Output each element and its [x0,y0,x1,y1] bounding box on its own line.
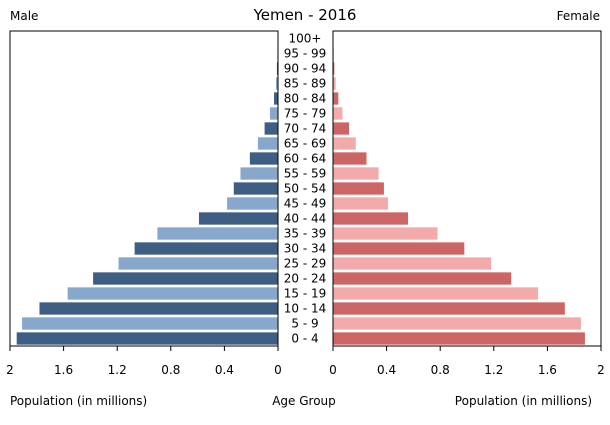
male-x-tick-label: 0.8 [161,363,180,377]
age-group-label: 40 - 44 [284,212,327,226]
male-bar [16,332,278,345]
male-bar [240,167,278,180]
male-bar [93,272,278,285]
age-group-label: 45 - 49 [284,197,327,211]
male-label: Male [10,9,38,23]
male-x-axis-ticks: 2 1.6 1.2 0.8 0.4 0 [6,346,282,377]
female-bar [333,287,539,300]
male-bar [39,302,279,315]
female-x-tick-label: 2 [597,363,605,377]
female-x-tick-label: 0.8 [431,363,450,377]
age-group-label: 60 - 64 [284,152,327,166]
age-group-label: 25 - 29 [284,257,327,271]
age-group-label: 95 - 99 [284,47,327,61]
male-x-axis-label: Population (in millions) [10,394,147,408]
chart-title: Yemen - 2016 [253,6,357,24]
female-bars [333,32,585,345]
male-bar [273,92,278,105]
male-bar [227,197,278,210]
age-group-label: 75 - 79 [284,107,327,121]
age-group-label: 55 - 59 [284,167,327,181]
age-group-label: 65 - 69 [284,137,327,151]
male-x-tick-label: 2 [6,363,14,377]
female-bar [333,197,388,210]
male-plot-frame [9,30,279,347]
female-x-tick-label: 0.4 [377,363,396,377]
female-bar [333,77,336,90]
male-bar [257,137,278,150]
age-group-label: 0 - 4 [291,332,318,346]
female-bar [333,107,343,120]
female-plot-frame [332,30,602,347]
age-group-label: 35 - 39 [284,227,327,241]
female-x-tick-label: 0 [329,363,337,377]
female-bar [333,152,367,165]
female-bar [333,227,438,240]
male-bar [198,212,278,225]
age-group-label: 70 - 74 [284,122,327,136]
male-bar [134,242,278,255]
age-group-label: 100+ [289,32,322,46]
male-bar [157,227,278,240]
age-group-label: 50 - 54 [284,182,327,196]
male-bar [118,257,278,270]
female-x-axis-label: Population (in millions) [455,394,592,408]
male-bar [67,287,279,300]
age-group-label: 5 - 9 [291,317,318,331]
age-group-label: 90 - 94 [284,62,327,76]
age-group-label: 30 - 34 [284,242,327,256]
female-bar [333,242,465,255]
male-bar [249,152,278,165]
age-group-axis-label: Age Group [272,394,336,408]
male-bar [275,77,278,90]
female-x-axis-ticks: 0 0.4 0.8 1.2 1.6 2 [329,346,605,377]
male-x-tick-label: 0.4 [215,363,234,377]
age-group-label: 10 - 14 [284,302,327,316]
male-bar [264,122,278,135]
female-bar [333,317,581,330]
female-bar [333,182,384,195]
female-label: Female [557,9,600,23]
male-bar [22,317,279,330]
age-group-label: 15 - 19 [284,287,327,301]
male-x-tick-label: 1.2 [108,363,127,377]
female-bar [333,62,335,75]
age-group-label: 20 - 24 [284,272,327,286]
female-bar [333,302,565,315]
male-x-tick-label: 0 [274,363,282,377]
male-bar [269,107,278,120]
female-bar [333,257,492,270]
female-bar [333,92,339,105]
male-bar [276,62,278,75]
female-bar [333,137,356,150]
female-x-tick-label: 1.2 [484,363,503,377]
male-bar [233,182,278,195]
female-bar [333,212,409,225]
female-bar [333,272,512,285]
female-bar [333,167,379,180]
age-group-label: 80 - 84 [284,92,327,106]
female-bar [333,332,585,345]
male-bars [16,32,279,345]
age-group-label: 85 - 89 [284,77,327,91]
male-x-tick-label: 1.6 [54,363,73,377]
female-bar [333,122,350,135]
female-x-tick-label: 1.6 [538,363,557,377]
